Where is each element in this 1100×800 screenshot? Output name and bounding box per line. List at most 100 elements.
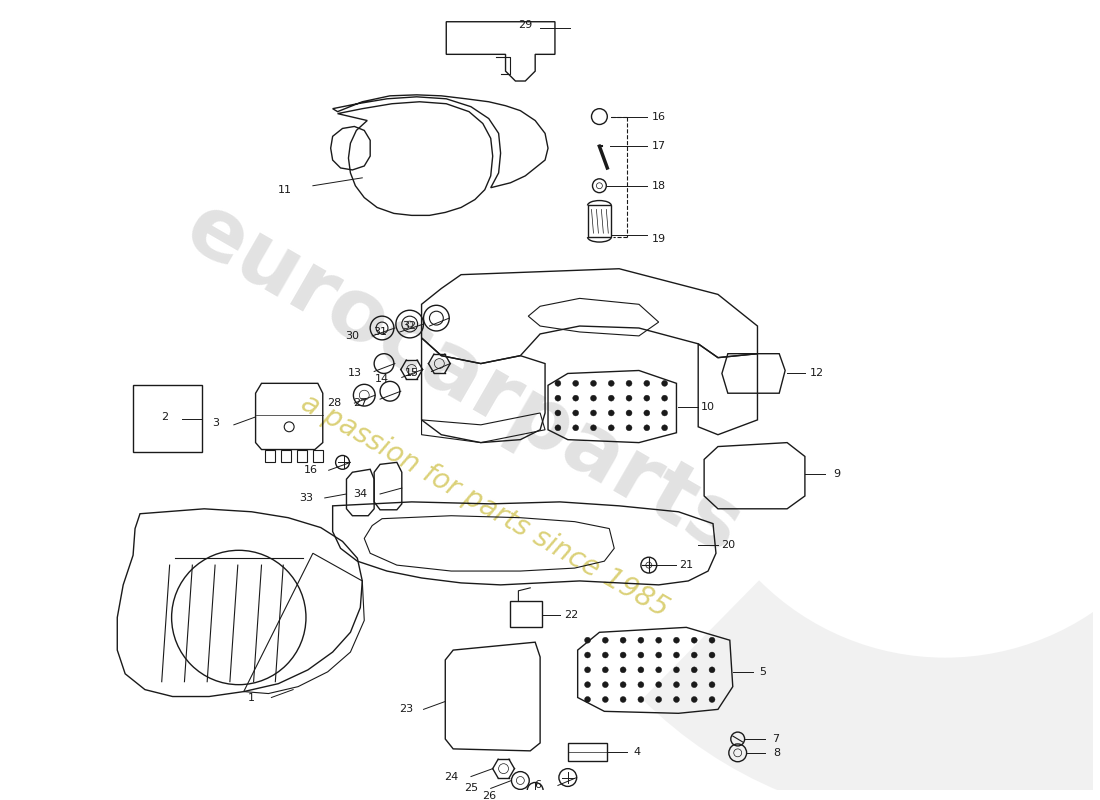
Circle shape [573,380,579,386]
Text: 2: 2 [161,412,168,422]
Circle shape [591,425,596,430]
Circle shape [656,638,661,643]
Circle shape [638,682,644,688]
Text: 14: 14 [375,374,389,384]
Circle shape [573,395,579,401]
Circle shape [608,380,614,386]
Circle shape [656,667,661,673]
Circle shape [620,667,626,673]
Circle shape [603,652,608,658]
Circle shape [584,682,591,688]
Circle shape [573,410,579,416]
Circle shape [661,410,668,416]
Circle shape [710,682,715,688]
Text: 8: 8 [773,748,781,758]
Circle shape [661,380,668,386]
Circle shape [638,652,644,658]
Text: 15: 15 [405,369,419,378]
Circle shape [673,697,680,702]
Text: 27: 27 [353,398,367,408]
Circle shape [620,682,626,688]
Circle shape [584,667,591,673]
Text: 32: 32 [403,321,417,331]
Text: 17: 17 [651,142,666,151]
Circle shape [644,425,650,430]
Circle shape [661,425,668,430]
Circle shape [710,667,715,673]
Circle shape [691,682,697,688]
Text: 12: 12 [810,369,824,378]
Circle shape [673,638,680,643]
Text: a passion for parts since 1985: a passion for parts since 1985 [296,389,673,623]
Circle shape [626,425,632,430]
Text: 3: 3 [212,418,220,428]
Circle shape [626,395,632,401]
Circle shape [638,638,644,643]
Circle shape [603,638,608,643]
Circle shape [691,667,697,673]
Text: 30: 30 [345,331,360,341]
Circle shape [584,652,591,658]
Circle shape [603,682,608,688]
Text: eurocarparts: eurocarparts [170,186,756,572]
Circle shape [573,425,579,430]
Circle shape [710,638,715,643]
Text: 28: 28 [328,398,342,408]
Text: 11: 11 [278,185,293,194]
Text: 7: 7 [772,734,779,744]
Circle shape [638,667,644,673]
Circle shape [673,652,680,658]
Circle shape [691,697,697,702]
Circle shape [710,652,715,658]
Circle shape [554,410,561,416]
Text: 34: 34 [353,489,367,499]
Text: 16: 16 [651,111,666,122]
Circle shape [620,638,626,643]
Text: 16: 16 [304,466,318,475]
Text: 21: 21 [680,560,693,570]
Circle shape [554,380,561,386]
Circle shape [644,395,650,401]
Text: 33: 33 [299,493,314,503]
Text: 31: 31 [373,327,387,337]
Text: 5: 5 [759,667,766,677]
Text: 29: 29 [518,20,532,30]
Text: 1: 1 [249,693,255,702]
Circle shape [673,682,680,688]
Circle shape [626,380,632,386]
Circle shape [584,697,591,702]
Circle shape [591,410,596,416]
Circle shape [591,395,596,401]
Circle shape [603,697,608,702]
Text: 20: 20 [720,540,735,550]
Circle shape [644,410,650,416]
Text: 24: 24 [444,771,459,782]
Circle shape [554,425,561,430]
Circle shape [656,697,661,702]
Text: 26: 26 [482,791,496,800]
Text: 9: 9 [833,470,840,479]
Circle shape [591,380,596,386]
Circle shape [603,667,608,673]
Circle shape [661,395,668,401]
Circle shape [626,410,632,416]
Text: 22: 22 [564,610,579,619]
Text: 6: 6 [535,781,541,790]
Circle shape [710,697,715,702]
Circle shape [584,638,591,643]
Circle shape [644,380,650,386]
Circle shape [691,638,697,643]
Circle shape [673,667,680,673]
Circle shape [656,652,661,658]
Text: 13: 13 [348,369,362,378]
Circle shape [638,697,644,702]
Text: 19: 19 [651,234,666,244]
Circle shape [554,395,561,401]
Circle shape [656,682,661,688]
Circle shape [608,425,614,430]
Text: 10: 10 [701,402,715,412]
Circle shape [608,410,614,416]
Circle shape [608,395,614,401]
Text: 23: 23 [398,704,412,714]
Circle shape [691,652,697,658]
